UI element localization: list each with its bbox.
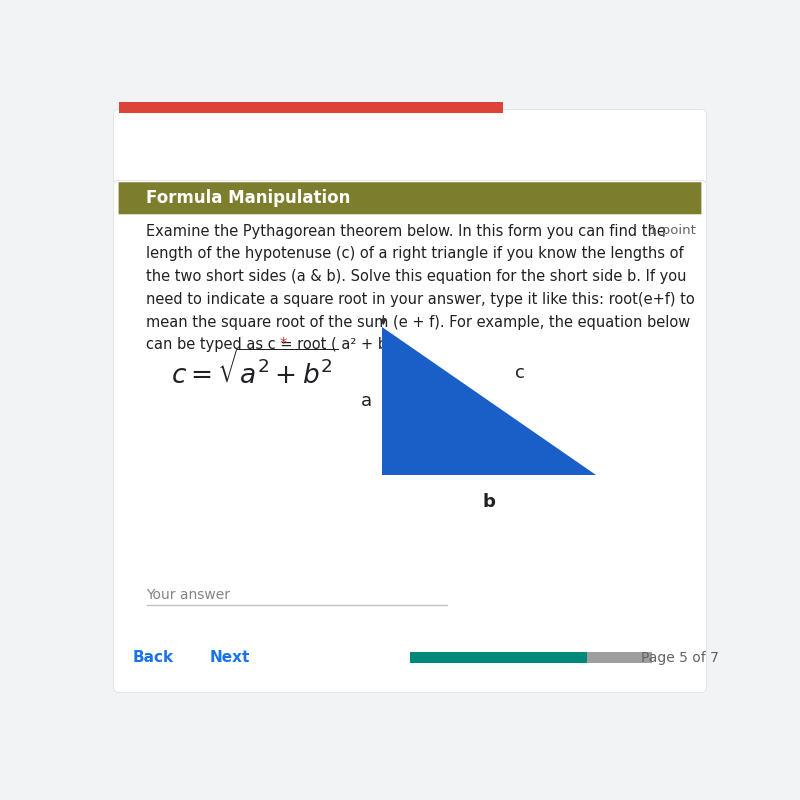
Text: Formula Manipulation: Formula Manipulation: [146, 190, 351, 207]
Bar: [410, 652, 586, 663]
Text: b: b: [482, 494, 495, 511]
Text: length of the hypotenuse (c) of a right triangle if you know the lengths of: length of the hypotenuse (c) of a right …: [146, 246, 684, 262]
Bar: [586, 652, 652, 663]
Text: account: account: [146, 128, 202, 142]
Text: mean the square root of the sum (e + f). For example, the equation below: mean the square root of the sum (e + f).…: [146, 314, 690, 330]
Text: a: a: [361, 392, 372, 410]
FancyBboxPatch shape: [114, 110, 706, 184]
Text: Examine the Pythagorean theorem below. In this form you can find the: Examine the Pythagorean theorem below. I…: [146, 223, 666, 238]
FancyBboxPatch shape: [114, 180, 706, 692]
Text: the two short sides (a & b). Solve this equation for the short side b. If you: the two short sides (a & b). Solve this …: [146, 269, 687, 284]
Text: need to indicate a square root in your answer, type it like this: root(e+f) to: need to indicate a square root in your a…: [146, 292, 695, 307]
Text: 1 point: 1 point: [649, 223, 695, 237]
Polygon shape: [382, 327, 596, 475]
Text: $c = \sqrt{a^2 + b^2}$: $c = \sqrt{a^2 + b^2}$: [171, 350, 339, 390]
Text: can be typed as c = root ( a² + b²).: can be typed as c = root ( a² + b²).: [146, 338, 409, 353]
Text: *: *: [279, 338, 287, 353]
FancyBboxPatch shape: [118, 182, 702, 214]
Text: Page 5 of 7: Page 5 of 7: [641, 650, 718, 665]
Text: c: c: [515, 364, 525, 382]
Text: * Required: * Required: [146, 154, 220, 167]
Bar: [118, 102, 503, 114]
Text: Next: Next: [210, 650, 250, 666]
Text: Your answer: Your answer: [146, 588, 230, 602]
Text: Back: Back: [132, 650, 174, 666]
